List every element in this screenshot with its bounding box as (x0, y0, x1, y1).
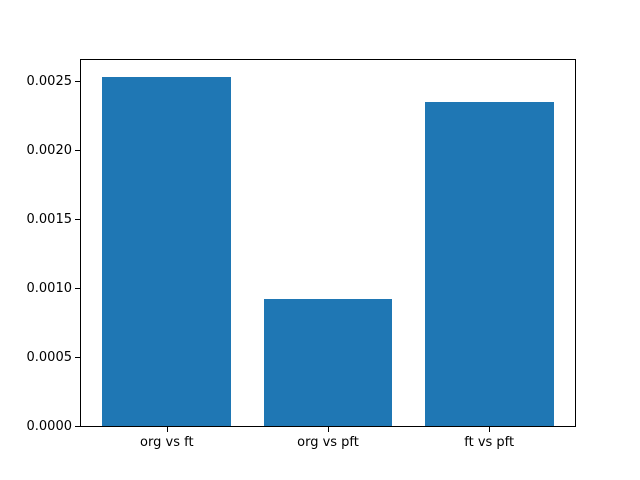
y-tick (75, 426, 80, 427)
x-tick (489, 427, 490, 432)
y-tick-label: 0.0010 (26, 281, 73, 296)
y-tick-label: 0.0015 (26, 212, 73, 227)
bar (102, 76, 232, 427)
bar (263, 298, 393, 427)
bar (424, 101, 554, 427)
x-tick-label: org vs ft (140, 435, 194, 450)
y-tick (75, 357, 80, 358)
x-tick-label: ft vs pft (464, 435, 515, 450)
y-tick-label: 0.0025 (26, 74, 73, 89)
y-tick-label: 0.0020 (26, 143, 73, 158)
x-tick-label: org vs pft (297, 435, 359, 450)
y-tick-label: 0.0005 (26, 350, 73, 365)
y-tick (75, 288, 80, 289)
y-tick (75, 150, 80, 151)
y-tick (75, 219, 80, 220)
y-tick (75, 81, 80, 82)
plot-area (80, 59, 576, 427)
y-tick-label: 0.0000 (26, 419, 73, 434)
x-tick (328, 427, 329, 432)
x-tick (167, 427, 168, 432)
